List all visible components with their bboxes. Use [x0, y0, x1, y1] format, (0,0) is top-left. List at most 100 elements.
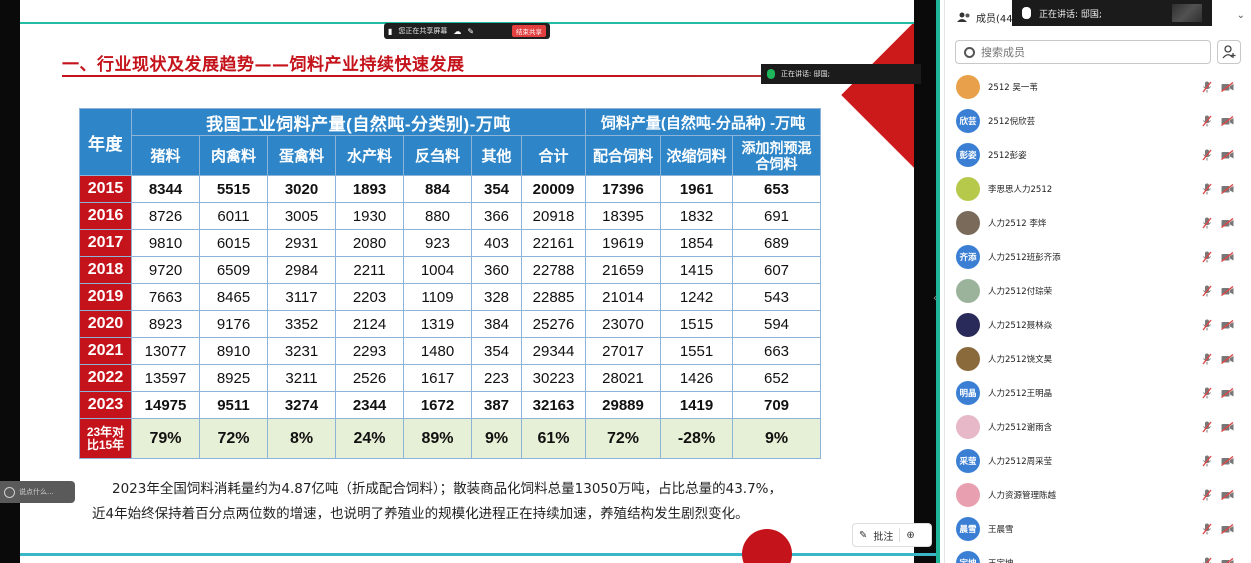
share-border-left [0, 0, 20, 563]
value-cell: 689 [732, 229, 821, 257]
value-cell: 32163 [521, 391, 586, 419]
member-item[interactable]: 人力2512付琮荣 [945, 274, 1251, 308]
mic-off-icon[interactable] [1202, 149, 1212, 161]
value-cell: 354 [471, 175, 522, 203]
year-cell: 2017 [79, 229, 132, 257]
member-name: 人力2512付琮荣 [988, 287, 1053, 297]
search-input[interactable] [981, 45, 1181, 59]
value-cell: 403 [471, 229, 522, 257]
chat-input[interactable]: 说点什么... [0, 481, 75, 503]
member-item[interactable]: 人力2512 李烨 [945, 206, 1251, 240]
mic-off-icon[interactable] [1202, 81, 1212, 93]
value-cell: 366 [471, 202, 522, 230]
mic-off-icon[interactable] [1202, 285, 1212, 297]
member-item[interactable]: 2512 吴一苇 [945, 70, 1251, 104]
member-item[interactable]: 宇坤王宇坤 [945, 546, 1251, 563]
chevron-down-icon[interactable]: ⌄ [1236, 10, 1245, 21]
table-row: 2016 8726 6011 3005 1930 880 366 20918 18395 1832… [79, 202, 821, 230]
zoom-in-icon[interactable]: ⊕ [906, 529, 915, 541]
value-cell: 23070 [585, 310, 661, 338]
mic-off-icon[interactable] [1202, 387, 1212, 399]
camera-off-icon[interactable] [1221, 558, 1234, 563]
value-cell: 14975 [131, 391, 200, 419]
avatar [956, 415, 980, 439]
member-item[interactable]: 齐添 人力2512班彭齐添 [945, 240, 1251, 274]
camera-off-icon[interactable] [1221, 286, 1234, 296]
camera-off-icon[interactable] [1221, 388, 1234, 398]
avatar [956, 75, 980, 99]
mic-off-icon[interactable] [1202, 251, 1212, 263]
mic-off-icon[interactable] [1202, 421, 1212, 433]
member-item[interactable]: 人力2512谢雨含 [945, 410, 1251, 444]
member-name: 2512彭姿 [988, 151, 1027, 161]
emoji-icon[interactable] [4, 486, 15, 498]
end-share-button[interactable]: 结束共享 [512, 25, 546, 37]
collapse-panel-icon[interactable]: ‹ [933, 293, 937, 304]
year-cell: 2019 [79, 283, 132, 311]
camera-off-icon[interactable] [1221, 82, 1234, 92]
mic-off-icon[interactable] [1202, 489, 1212, 501]
cloud-icon[interactable]: ☁ [453, 26, 462, 36]
mic-off-icon[interactable] [1202, 217, 1212, 229]
comparison-cell: 8% [267, 418, 336, 459]
member-item[interactable]: 人力资源管理陈越 [945, 478, 1251, 512]
member-name: 2512 吴一苇 [988, 83, 1038, 93]
camera-off-icon[interactable] [1221, 490, 1234, 500]
value-cell: 691 [732, 202, 821, 230]
member-item[interactable]: 晨雪 王晨雪 [945, 512, 1251, 546]
member-name: 人力2512饶文昊 [988, 355, 1053, 365]
value-cell: 21014 [585, 283, 661, 311]
member-item[interactable]: 采莹 人力2512周采莹 [945, 444, 1251, 478]
share-status-text: 您正在共享屏幕 [398, 27, 448, 35]
value-cell: 6015 [199, 229, 268, 257]
camera-off-icon[interactable] [1221, 218, 1234, 228]
camera-off-icon[interactable] [1221, 422, 1234, 432]
member-item[interactable]: 明晶 人力2512王明晶 [945, 376, 1251, 410]
value-cell: 1109 [403, 283, 472, 311]
camera-off-icon[interactable] [1221, 456, 1234, 466]
value-cell: 653 [732, 175, 821, 203]
mic-off-icon[interactable] [1202, 557, 1212, 563]
value-cell: 19619 [585, 229, 661, 257]
member-list: 2512 吴一苇 欣芸 2512倪欣芸 彭姿 2512彭姿 李思思人力2512 人力2512… [945, 70, 1251, 563]
value-cell: 2931 [267, 229, 336, 257]
camera-off-icon[interactable] [1221, 150, 1234, 160]
camera-off-icon[interactable] [1221, 252, 1234, 262]
mic-off-icon[interactable] [1202, 455, 1212, 467]
camera-off-icon[interactable] [1221, 354, 1234, 364]
value-cell: 9176 [199, 310, 268, 338]
mic-off-icon[interactable] [1202, 183, 1212, 195]
member-item[interactable]: 欣芸 2512倪欣芸 [945, 104, 1251, 138]
mic-off-icon[interactable] [1202, 319, 1212, 331]
member-panel: 成员(44 正在讲话: 邸国; ⌄ 2512 吴一苇欣芸2512倪欣芸彭姿251… [944, 0, 1251, 563]
speaker-indicator-slide: 正在讲话: 邸国; [761, 64, 921, 84]
member-item[interactable]: 彭姿 2512彭姿 [945, 138, 1251, 172]
camera-off-icon[interactable] [1221, 116, 1234, 126]
value-cell: 8925 [199, 364, 268, 392]
avatar [956, 211, 980, 235]
table-row: 2015 8344 5515 3020 1893 884 354 20009 17396 1961… [79, 175, 821, 203]
table-row: 2018 9720 6509 2984 2211 1004 360 22788 21659 141… [79, 256, 821, 284]
camera-off-icon[interactable] [1221, 320, 1234, 330]
value-cell: 3211 [267, 364, 336, 392]
camera-off-icon[interactable] [1221, 184, 1234, 194]
annotate-button[interactable]: 批注 [873, 531, 894, 543]
member-search[interactable] [955, 40, 1211, 64]
camera-off-icon[interactable] [1221, 524, 1234, 534]
value-cell: 27017 [585, 337, 661, 365]
mic-off-icon[interactable] [1202, 523, 1212, 535]
value-cell: 360 [471, 256, 522, 284]
value-cell: 543 [732, 283, 821, 311]
value-cell: 5515 [199, 175, 268, 203]
mic-off-icon[interactable] [1202, 353, 1212, 365]
comparison-cell: 61% [521, 418, 586, 459]
member-item[interactable]: 人力2512聂林焱 [945, 308, 1251, 342]
member-item[interactable]: 人力2512饶文昊 [945, 342, 1251, 376]
mic-off-icon[interactable] [1202, 115, 1212, 127]
annotate-pen-icon[interactable]: ✎ [467, 26, 475, 36]
comparison-row: 23年对 比15年 79% 72% 8% 24% 89% 9% 61% 72% -28% 9% [79, 418, 821, 459]
value-cell: 1617 [403, 364, 472, 392]
add-member-button[interactable] [1217, 40, 1241, 64]
member-item[interactable]: 李思思人力2512 [945, 172, 1251, 206]
